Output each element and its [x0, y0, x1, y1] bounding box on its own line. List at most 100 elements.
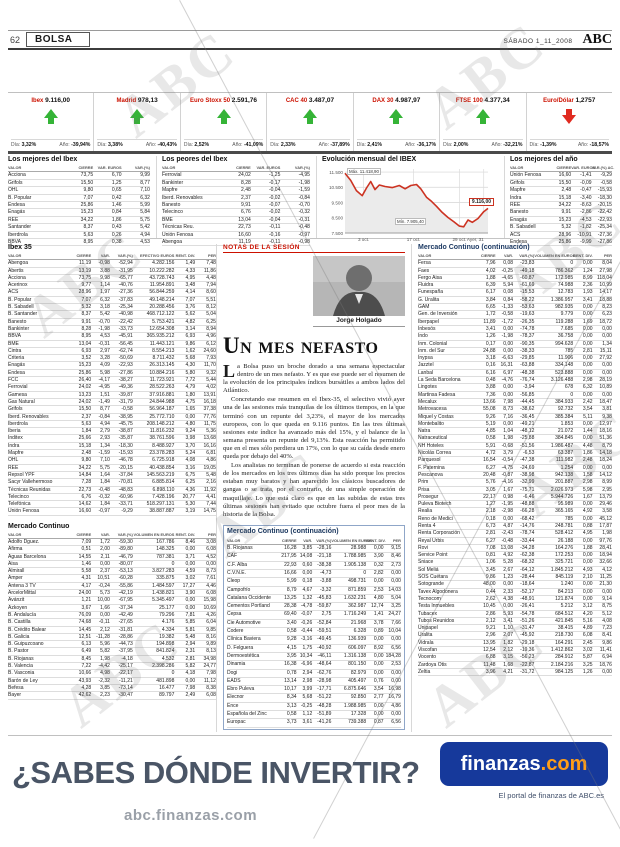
index-name-value: Euro Stoxx 50 2.591,76 — [190, 97, 258, 104]
table-row: Endesa 25,86 1,46 5,99 — [8, 202, 150, 210]
table-row: Prisa 3,05 1,67 -75,71 2.026.973 5,98 2,95 — [418, 486, 612, 494]
table-row: Amper 4,31 10,51 -60,28 335.875 3,02 7,61 — [8, 575, 216, 583]
table-row: Reyal Urbis 6,27 -0,48 -33,44 26.188 0,00 97,7… — [418, 537, 612, 545]
table-row: REE 34,22 5,75 -20,15 40.438.854 3,16 19,05 — [8, 464, 216, 472]
ibex-monthly-chart: 11.500 10.500 9.500 8.500 7.500 3 oct. 17 oct.… — [322, 165, 498, 256]
table-row: Sacyr Vallehermoso 7,28 1,84 -70,81 6.885.81… — [8, 479, 216, 487]
chart-max-label: Máx. 11.418,90 — [347, 168, 381, 175]
table-row: Natra 4,85 1,04 -48,12 21.072 1,44 18,16 — [418, 428, 612, 436]
table-row: B. Riojanas 16,28 3,85 -28,16 28.988 0,00 9,15 — [227, 545, 401, 554]
table-row: C.F. Alba 22,93 0,60 -38,38 1.905.138 0,32 2,7… — [227, 562, 401, 570]
table-row: C.V.N.E. 16,66 0,00 -4,73 0 2,82 0,00 — [227, 570, 401, 579]
finanzas-advertisement[interactable]: ¿SABES DÓNDE INVERTIR? finanzas .com El p… — [8, 741, 612, 831]
index-name-value: DAX 30 4.987,97 — [372, 97, 421, 104]
table-row: B. Santander 8,37 5,42 -40,98 468.712.122 5,6… — [8, 311, 216, 319]
table-row: Unipapel 9,21 1,10 -31,47 38.415 4,89 7,23 — [418, 625, 612, 633]
article-paragraph: Concretando ese resumen en el Ibex-35, e… — [223, 396, 405, 461]
best-year-panel: Los mejores del año VALOR CIERRE VAR. EURO… — [505, 156, 614, 247]
table-row: BBVA 8,95 0,38 4,53 — [8, 239, 150, 247]
table-row: Lingotes 3,88 0,00 -3,94 678 6,32 10,89 — [418, 384, 612, 392]
table-row: Vidrala 13,95 1,82 -29,18 164.291 2,45 9,86 — [418, 639, 612, 648]
ad-url-link[interactable]: abc.finanzas.com — [124, 807, 258, 824]
table-row: BBVA 8,95 4,53 -45,91 365.935.212 6,93 4,96 — [8, 333, 216, 341]
table-row: Gas Natural 24,02 -1,49 -31,79 24.844.988 4,7… — [8, 398, 216, 407]
table-row: Inm. Colonial 0,17 0,00 -90,35 994.628 0,00 1,… — [418, 340, 612, 348]
table-row: Bankinter 8,28 -0,17 -1,98 — [162, 179, 310, 188]
best-ibex-panel: Los mejores del Ibex VALOR CIERRE VAR. EUR… — [8, 156, 157, 247]
table-row: Bankinter 8,28 -1,98 -33,73 12.654.308 3,14 8,… — [8, 325, 216, 334]
table-row: EADS 13,14 2,98 -28,98 405.497 0,76 0,00 — [227, 678, 401, 687]
table-row: Grifols 15,50 1,25 8,77 — [8, 179, 150, 188]
table-row: Fersa 7,96 0,08 -23,83 0 0,00 8,04 — [418, 260, 612, 268]
index-card-cac-40: CAC 40 3.487,07 Día: 2,33% Año: -37,89% — [267, 93, 354, 151]
table-row: B. Guipuzcoano 6,13 5,96 -44,73 194.898 2,94 9… — [8, 641, 216, 649]
finanzas-logo[interactable]: finanzas .com — [440, 742, 608, 786]
up-arrow-icon — [130, 109, 145, 125]
table-row: Befesa 4,28 3,85 -73,14 16.477 7,98 8,38 — [8, 684, 216, 693]
table-row: B. Popular 7,07 6,32 -37,83 49.148.214 7,07 5,… — [8, 296, 216, 305]
table-row: Zardoya Otis 11,48 1,68 -22,87 2.184.216 3,25… — [418, 661, 612, 669]
table-row: Fluidra 6,39 5,94 -61,69 74.988 2,36 10,99 — [418, 282, 612, 290]
table-row: REE 34,22 -8,63 -20,15 — [510, 202, 612, 210]
author-photo — [313, 256, 405, 316]
table-row: Europac 3,73 3,61 -41,26 739.388 0,87 6,56 — [227, 719, 401, 728]
section-title: BOLSA — [26, 32, 90, 47]
index-card-madrid: Madrid 978,13 Día: 3,38% Año: -40,43% — [94, 93, 181, 151]
continuo2-box: Mercado Continuo (continuación) VALOR CIE… — [223, 524, 405, 730]
table-row: Gamesa 13,23 1,51 -39,87 37.916.881 1,80 13,91 — [8, 391, 216, 399]
table-row: Ence 3,13 -0,25 -48,28 1.988.985 0,00 4,86 — [227, 703, 401, 712]
table-row: Mapfre 2,48 -0,47 -15,93 — [510, 187, 612, 195]
table-row: Sol Meliá 3,45 2,67 -64,12 1.845.212 4,93 4,12 — [418, 566, 612, 575]
down-arrow-icon — [562, 109, 577, 125]
table-row: Abengoa 11,19 -0,11 -0,98 — [162, 239, 310, 247]
session-notes-column: NOTAS DE LA SESIÓN Jorge Holgado Un mes … — [216, 244, 412, 732]
page-number: 62 — [10, 34, 21, 45]
ad-tagline: El portal de finanzas de ABC.es — [498, 791, 604, 800]
table-row: FCC 26,40 -4,17 -38,27 11.723.921 7,72 5,44 — [8, 377, 216, 385]
table-row: Grifols 15,50 -0,09 -0,58 — [510, 179, 612, 188]
table-row: Endesa 25,86 5,98 -27,86 10.884.216 5,80 9,32 — [8, 369, 216, 378]
masthead-date: SÁBADO 1_11_2008 — [503, 37, 573, 45]
table-row: Azkoyen 3,67 1,66 -37,34 25.177 0,00 10,69 — [8, 604, 216, 612]
abc-logo: ABC — [582, 31, 612, 47]
table-row: B. Galicia 12,51 -11,28 -28,86 19.382 5,48 8,1… — [8, 633, 216, 642]
table-row: Inm. del Sur 24,88 0,00 -38,33 785 2,81 15,11 — [418, 347, 612, 356]
article-headline: Un mes nefasto — [223, 333, 379, 358]
table-row: Natraceutical 0,58 1,98 -25,88 384.845 0,00 51… — [418, 435, 612, 443]
index-card-euro-stoxx-50: Euro Stoxx 50 2.591,76 Día: 2,52% Año: -41… — [181, 93, 268, 151]
table-row: Santander 8,37 0,43 5,42 — [8, 224, 150, 232]
table-row: Banesto 9,91 -0,70 -22,42 5.753.421 4,82 6,25 — [8, 318, 216, 326]
table-row: B. Andalucía 76,09 0,00 -42,49 79.296 7,81 4,2… — [8, 611, 216, 620]
table-row: Jazztel 0,16 16,31 -63,88 334.148 0,00 0,00 — [418, 362, 612, 370]
table-row: Telefónica 14,62 1,84 -33,71 518.297.131 5,30… — [8, 501, 216, 509]
table-row: Enagás 15,23 4,09 -22,93 26.313.145 4,30 11,70 — [8, 362, 216, 370]
continuo2-table: VALOR CIERRE VAR. VAR.(%) VOLUMEN EN EUROS RE… — [227, 537, 401, 728]
table-row: Acciona 73,75 9,98 -65,77 43.728.743 4,95 4,48 — [8, 274, 216, 283]
worst-ibex-table: VALOR CIERRE VAR. EUROS VAR.(%) Ferrovial 24,… — [162, 165, 310, 247]
article-paragraph: La Bolsa puso un broche dorado a una sem… — [223, 361, 405, 395]
table-row: Banesto 9,91 -0,07 -0,70 — [162, 202, 310, 210]
table-row: Sniace 1,06 5,28 -68,32 325.721 0,00 32,66 — [418, 559, 612, 567]
table-row: BME 13,04 -0,04 -0,31 — [162, 216, 310, 225]
table-row: Aguas Barcelona 14,55 2,11 -46,79 787.381 3,7… — [8, 553, 216, 561]
best-ibex-table: VALOR CIERRE VAR. EUROS VAR.(%) Acciona 73,75… — [8, 165, 150, 247]
index-card-dax-30: DAX 30 4.987,97 Día: 2,41% Año: -36,17% — [354, 93, 441, 151]
up-arrow-icon — [475, 109, 490, 125]
worst-ibex-panel: Los peores del Ibex VALOR CIERRE VAR. EURO… — [157, 156, 317, 247]
ad-divider — [8, 735, 612, 736]
table-row: Mecalux 13,66 7,98 -44,45 384.933 2,42 18,47 — [418, 398, 612, 407]
chart-svg: 11.500 10.500 9.500 8.500 7.500 3 oct. 17 oct.… — [329, 169, 489, 242]
svg-text:9.500: 9.500 — [332, 200, 344, 205]
ad-headline: ¿SABES DÓNDE INVERTIR? — [12, 755, 420, 790]
table-row: Almirall 5,58 2,37 -53,13 3.827.283 4,59 8,73 — [8, 568, 216, 576]
table-row: Iberdrola 5,63 0,26 4,94 — [8, 231, 150, 240]
table-row: Funespaña 6,17 0,08 -15,53 12.783 1,93 14,17 — [418, 289, 612, 297]
table-row: Acciona 73,75 6,70 9,99 — [8, 172, 150, 180]
up-arrow-icon — [43, 109, 58, 125]
index-card-ftse-100: FTSE 100 4.377,34 Día: 2,00% Año: -32,21% — [440, 93, 527, 151]
index-day-year: Día: 3,32% Año: -39,94% — [11, 139, 91, 148]
continuo3-table: VALOR CIERRE VAR. VAR.(%) VOLUMEN EN EUROS RE… — [418, 253, 612, 677]
best-year-table: VALOR CIERRE VAR. EUROS VAR.(%) AC. Unión Fe… — [510, 165, 614, 247]
table-row: Cintra 6,93 2,97 -62,74 8.554.213 1,62 24,60 — [8, 347, 216, 356]
table-row: Parquesol 16,54 -0,54 -47,38 111.982 2,48 18,2… — [418, 457, 612, 465]
